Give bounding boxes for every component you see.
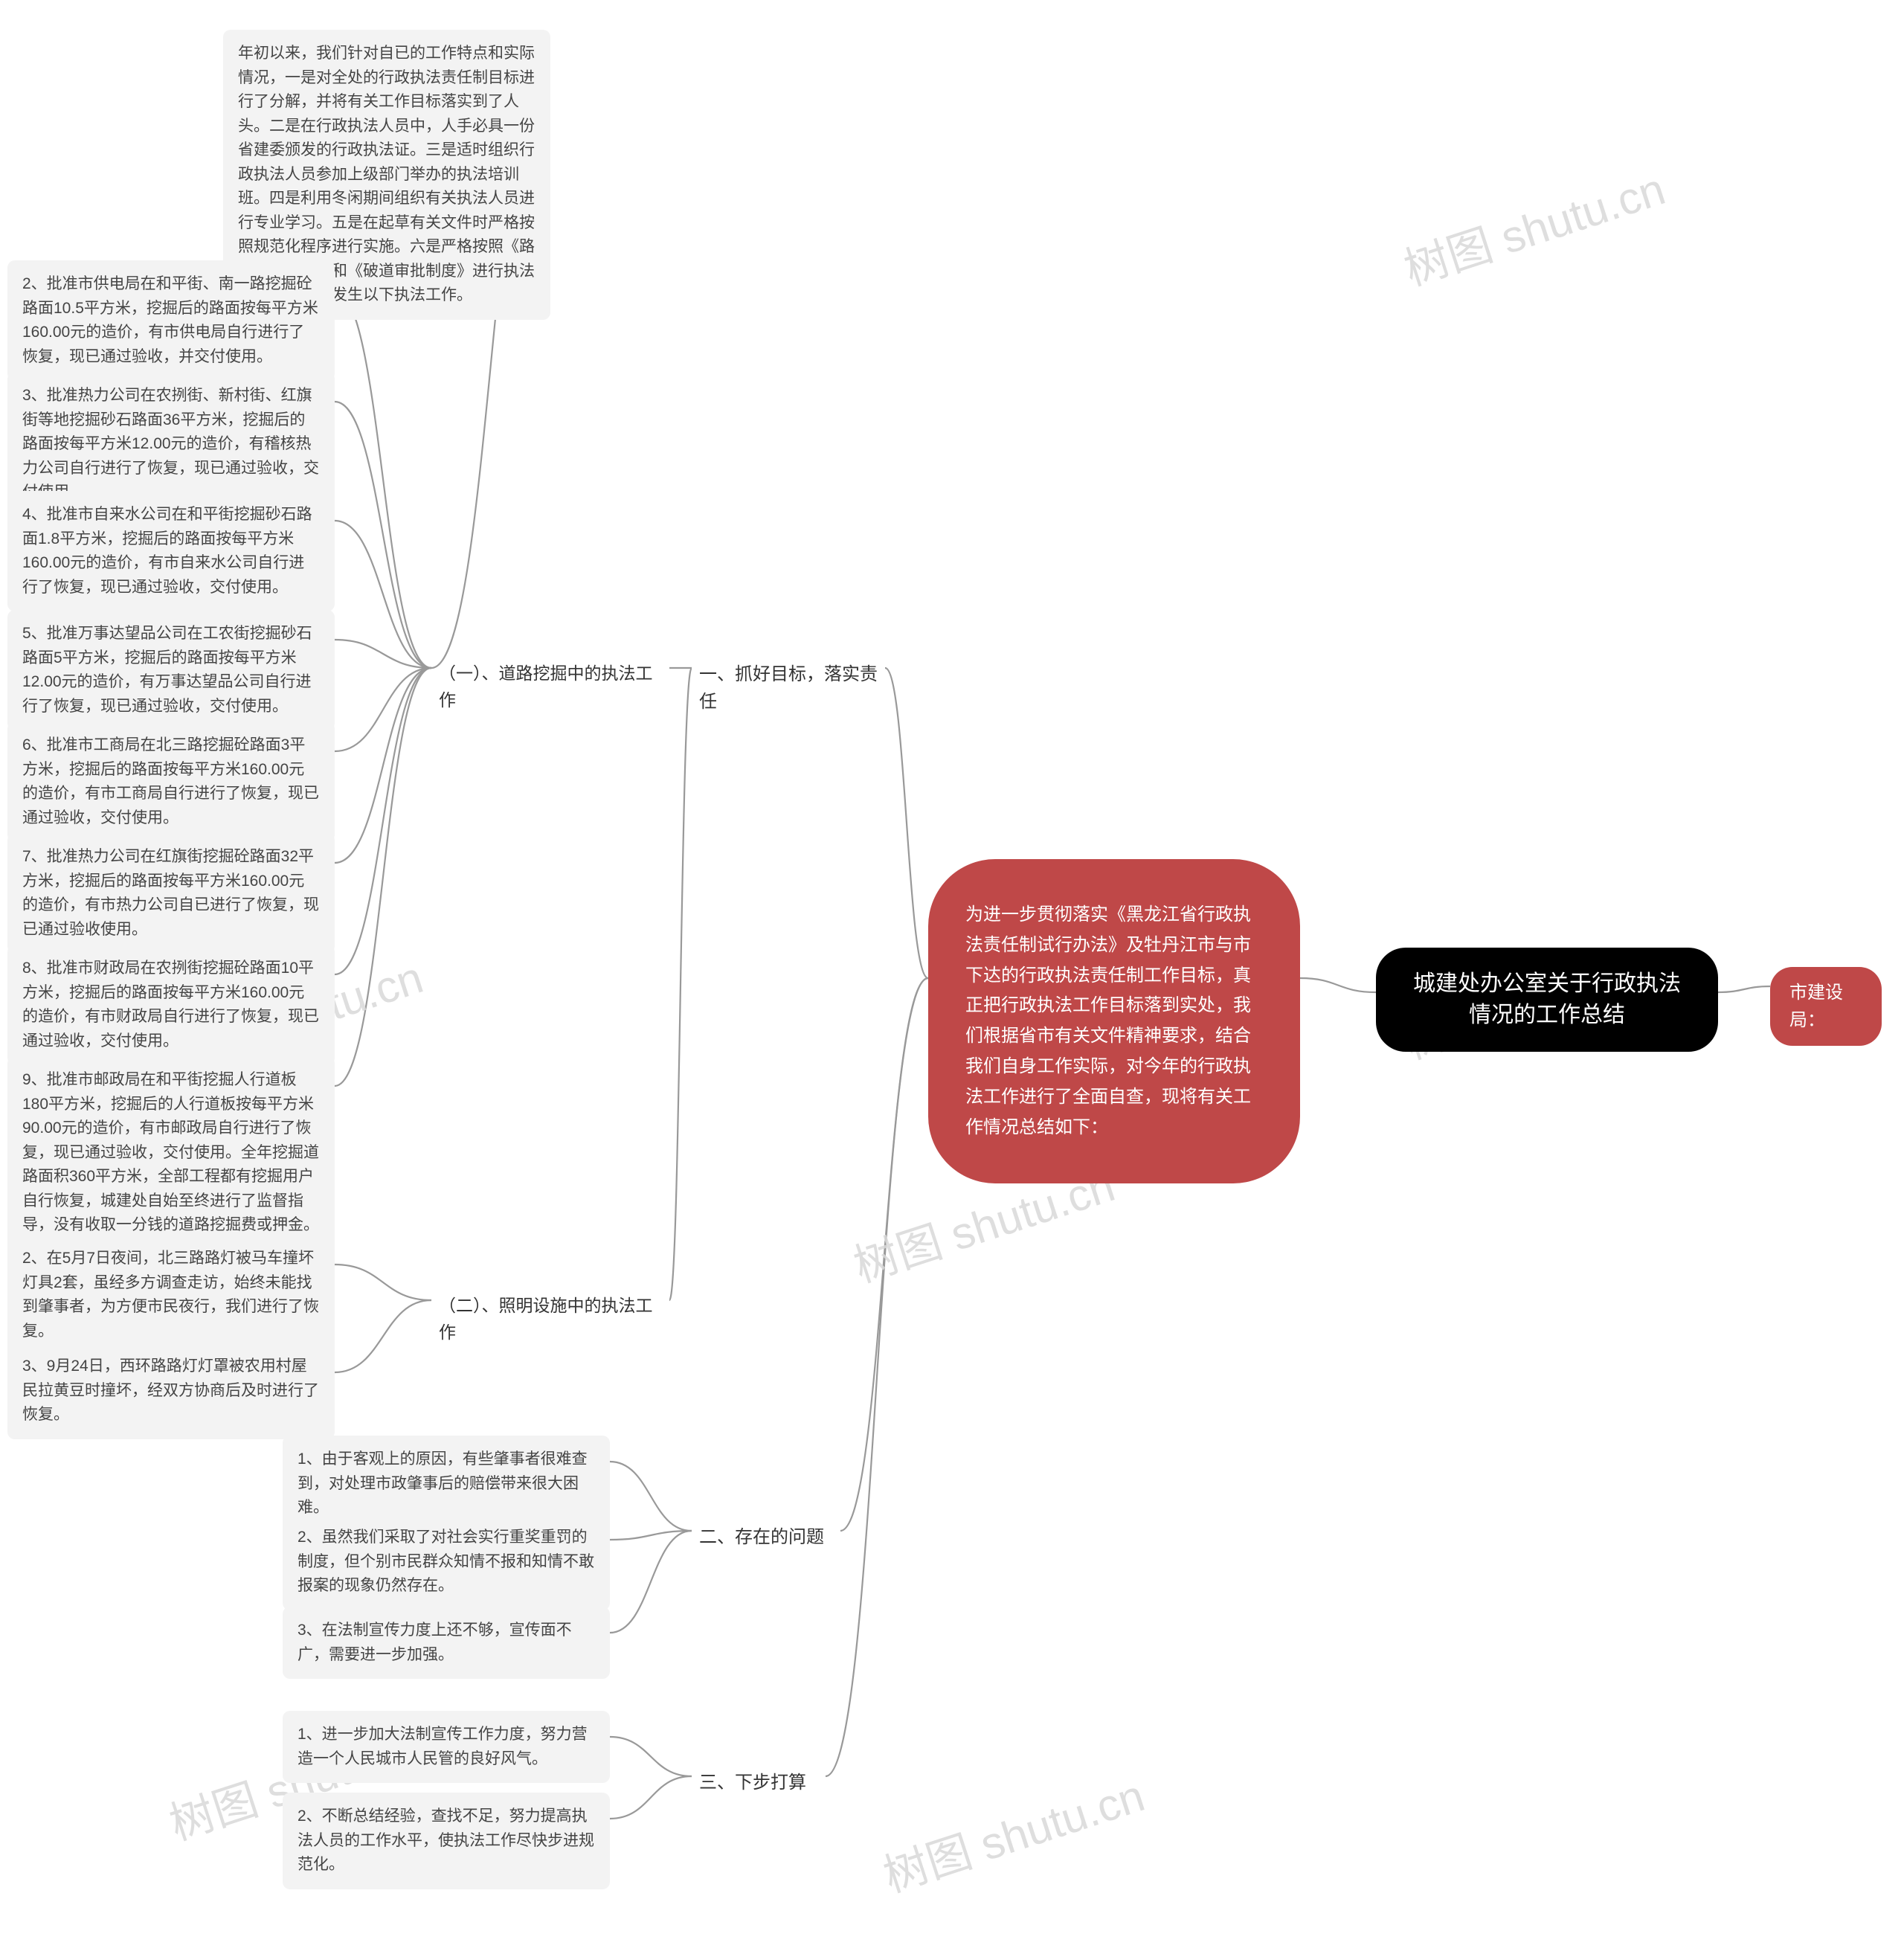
subsection-node: （二）、照明设施中的执法工作 bbox=[431, 1287, 669, 1352]
leaf-node: 3、9月24日，西环路路灯灯罩被农用村屋民拉黄豆时撞坏，经双方协商后及时进行了恢… bbox=[7, 1343, 335, 1439]
leaf-node: 4、批准市自来水公司在和平街挖掘砂石路面1.8平方米，挖掘后的路面按每平方米16… bbox=[7, 491, 335, 611]
subsection-node: （一）、道路挖掘中的执法工作 bbox=[431, 655, 669, 719]
mindmap-intro: 为进一步贯彻落实《黑龙江省行政执法责任制试行办法》及牡丹江市与市下达的行政执法责… bbox=[928, 859, 1300, 1183]
leaf-node: 7、批准热力公司在红旗街挖掘砼路面32平方米，挖掘后的路面按每平方米160.00… bbox=[7, 833, 335, 954]
mindmap-title: 城建处办公室关于行政执法情况的工作总结 bbox=[1376, 948, 1718, 1052]
watermark: 树图 shutu.cn bbox=[1395, 153, 1672, 298]
mindmap-source: 市建设局： bbox=[1770, 967, 1882, 1046]
section-node: 二、存在的问题 bbox=[692, 1517, 840, 1557]
leaf-node: 9、批准市邮政局在和平街挖掘人行道板180平方米，挖掘后的人行道板按每平方米90… bbox=[7, 1056, 335, 1250]
section-node: 一、抓好目标，落实责任 bbox=[692, 655, 885, 722]
leaf-node: 8、批准市财政局在农挒街挖掘砼路面10平方米，挖掘后的路面按每平方米160.00… bbox=[7, 945, 335, 1065]
leaf-node: 1、进一步加大法制宣传工作力度，努力营造一个人民城市人民管的良好风气。 bbox=[283, 1711, 610, 1783]
section-node: 三、下步打算 bbox=[692, 1763, 826, 1802]
leaf-node: 2、不断总结经验，查找不足，努力提高执法人员的工作水平，使执法工作尽快步进规范化… bbox=[283, 1793, 610, 1889]
leaf-node: 6、批准市工商局在北三路挖掘砼路面3平方米，挖掘后的路面按每平方米160.00元… bbox=[7, 722, 335, 842]
leaf-node: 3、在法制宣传力度上还不够，宣传面不广，需要进一步加强。 bbox=[283, 1607, 610, 1679]
watermark: 树图 shutu.cn bbox=[874, 1760, 1151, 1905]
leaf-node: 2、批准市供电局在和平街、南一路挖掘砼路面10.5平方米，挖掘后的路面按每平方米… bbox=[7, 260, 335, 381]
leaf-node: 2、虽然我们采取了对社会实行重奖重罚的制度，但个别市民群众知情不报和知情不敢报案… bbox=[283, 1514, 610, 1610]
leaf-node: 5、批准万事达望品公司在工农街挖掘砂石路面5平方米，挖掘后的路面按每平方米12.… bbox=[7, 610, 335, 730]
leaf-node: 2、在5月7日夜间，北三路路灯被马车撞坏灯具2套，虽经多方调查走访，始终未能找到… bbox=[7, 1235, 335, 1355]
